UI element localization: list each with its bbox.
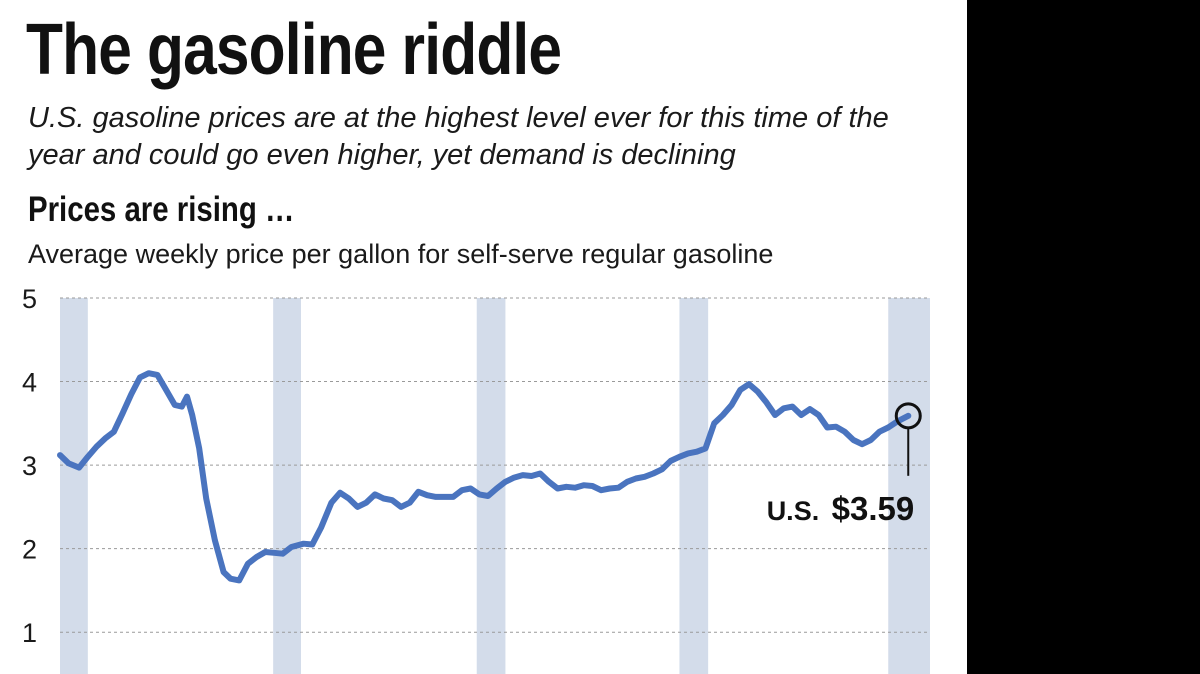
chart-description: Average weekly price per gallon for self… bbox=[28, 239, 774, 269]
section-heading: Prices are rising … bbox=[28, 190, 295, 229]
price-line-chart: 1 2 3 4 5 U.S. $3.59 bbox=[22, 284, 930, 674]
y-tick-label: 2 bbox=[22, 535, 37, 565]
shaded-band-4 bbox=[679, 298, 709, 674]
series-group bbox=[57, 370, 912, 584]
latest-value-callout: U.S. $3.59 bbox=[767, 402, 922, 527]
shaded-bands bbox=[60, 298, 930, 674]
page-subtitle: U.S. gasoline prices are at the highest … bbox=[28, 102, 889, 171]
price-series-line bbox=[57, 370, 912, 584]
y-tick-label: 4 bbox=[22, 368, 37, 398]
y-tick-label: 1 bbox=[22, 618, 37, 648]
shaded-band-2 bbox=[273, 298, 301, 674]
y-tick-label: 3 bbox=[22, 451, 37, 481]
page-title: The gasoline riddle bbox=[26, 10, 562, 90]
y-axis-ticks: 1 2 3 4 5 bbox=[22, 284, 37, 648]
graphic-panel: The gasoline riddle U.S. gasoline prices… bbox=[0, 0, 967, 674]
shaded-band-1 bbox=[60, 298, 88, 674]
gridlines bbox=[60, 297, 930, 633]
y-tick-label: 5 bbox=[22, 284, 37, 314]
latest-value-label: U.S. $3.59 bbox=[767, 490, 915, 527]
callout-price-label: $3.59 bbox=[832, 490, 915, 527]
callout-region-label: U.S. bbox=[767, 496, 820, 526]
shaded-band-5 bbox=[888, 298, 930, 674]
right-black-margin bbox=[967, 0, 1200, 674]
latest-value-marker bbox=[894, 402, 922, 430]
